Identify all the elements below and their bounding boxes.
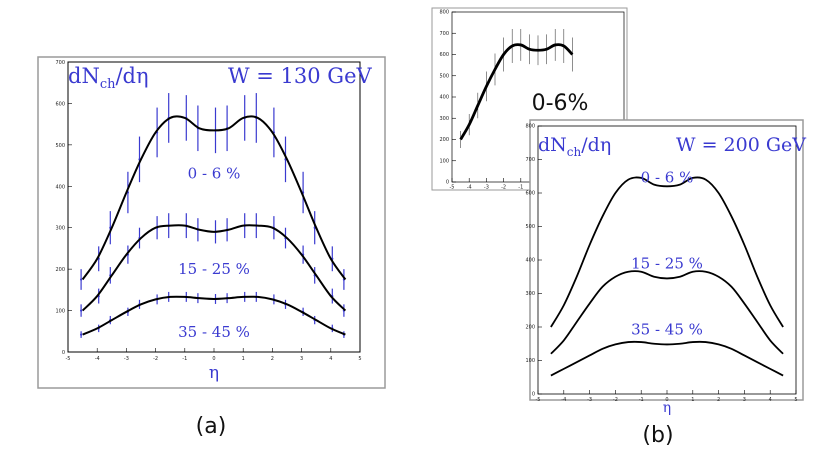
b-ytick-label: 700 <box>525 157 535 163</box>
a-xtick-label: -5 <box>66 356 71 362</box>
inset-xtick-label: -1 <box>518 185 523 191</box>
inset-ytick-label: 200 <box>439 137 449 143</box>
a-point-2 <box>80 333 83 336</box>
b-xtick-label: -1 <box>639 397 644 403</box>
panel-a-title-rest: /dη <box>115 64 148 88</box>
b-ytick-label: 300 <box>525 291 535 297</box>
a-ytick-label: 700 <box>55 60 65 66</box>
inset-xtick-label: -4 <box>467 185 472 191</box>
a-xtick-label: -3 <box>124 356 129 362</box>
b-xtick-label: 2 <box>717 397 720 403</box>
inset-ytick-label: 500 <box>439 73 449 79</box>
b-ytick-label: 600 <box>525 191 535 197</box>
a-xtick-label: -4 <box>95 356 100 362</box>
inset-xtick-label: -3 <box>484 185 489 191</box>
a-ytick-label: 200 <box>55 267 65 273</box>
panel-a-axes <box>67 61 361 353</box>
b-ytick-label: 500 <box>525 224 535 230</box>
a-ytick-label: 400 <box>55 184 65 190</box>
panel-a-frame <box>37 56 386 389</box>
b-ytick-label: 200 <box>525 325 535 331</box>
a-xtick-label: 2 <box>271 356 274 362</box>
panel-a-caption: (a) <box>196 414 227 439</box>
a-series-label-1: 15 - 25 % <box>178 260 250 278</box>
b-series-label-1: 15 - 25 % <box>631 254 703 272</box>
panel-b-xlabel: η <box>663 400 671 416</box>
inset-ytick-label: 400 <box>439 95 449 101</box>
b-xtick-label: 1 <box>691 397 694 403</box>
inset-ytick-label: 0 <box>446 180 449 186</box>
panel-b-title-right: W = 200 GeV <box>676 134 806 156</box>
a-curve-1 <box>81 224 347 312</box>
panel-a-title-sub: ch <box>100 77 116 92</box>
a-curve-0 <box>81 115 347 281</box>
b-series-label-0: 0 - 6 % <box>641 168 694 186</box>
a-xtick-label: 0 <box>212 356 215 362</box>
b-curve-2 <box>550 340 784 377</box>
a-point-0 <box>80 278 83 281</box>
a-ytick-label: 600 <box>55 101 65 107</box>
a-xtick-label: 1 <box>242 356 245 362</box>
inset-curve-0 <box>459 43 574 141</box>
panel-b-title-rest: /dη <box>581 134 611 156</box>
a-series-label-0: 0 - 6 % <box>188 164 241 182</box>
b-xtick-label: 0 <box>665 397 668 403</box>
inset-ytick-label: 300 <box>439 116 449 122</box>
a-ytick-label: 500 <box>55 143 65 149</box>
inset-xtick-label: -5 <box>450 185 455 191</box>
a-ytick-label: 0 <box>62 350 65 356</box>
b-curve-0 <box>550 176 784 328</box>
inset-ytick-label: 800 <box>439 10 449 16</box>
a-series-label-2: 35 - 45 % <box>178 323 250 341</box>
b-ytick-label: 800 <box>525 124 535 130</box>
panel-b-frame <box>529 119 804 401</box>
inset-ytick-label: 100 <box>439 158 449 164</box>
b-xtick-label: -4 <box>561 397 566 403</box>
a-xtick-label: -2 <box>153 356 158 362</box>
b-series-label-2: 35 - 45 % <box>631 320 703 338</box>
panel-a-title-right: W = 130 GeV <box>228 64 372 88</box>
b-curve-1 <box>550 270 784 355</box>
inset-xtick-label: -2 <box>501 185 506 191</box>
a-xtick-label: -1 <box>182 356 187 362</box>
a-xtick-label: 5 <box>358 356 361 362</box>
b-xtick-label: 4 <box>769 397 772 403</box>
b-ytick-label: 400 <box>525 258 535 264</box>
a-xtick-label: 4 <box>329 356 332 362</box>
b-xtick-label: 3 <box>743 397 746 403</box>
a-ytick-label: 100 <box>55 309 65 315</box>
panel-b-title-sub: ch <box>567 145 582 159</box>
b-ytick-label: 100 <box>525 358 535 364</box>
b-ytick-label: 0 <box>532 392 535 398</box>
a-ytick-label: 300 <box>55 226 65 232</box>
b-xtick-label: -5 <box>536 397 541 403</box>
panel-a-xlabel: η <box>209 363 219 383</box>
inset-label: 0-6% <box>532 91 589 116</box>
panel-b: -5 -4 -3 -2 -1 0 1 2 3 4 5 0 100 200 300 400 500 600 700 80… <box>525 119 806 448</box>
b-xtick-label: -3 <box>587 397 592 403</box>
panel-b-caption: (b) <box>642 423 673 448</box>
panel-a: -5 -4 -3 -2 -1 0 1 2 3 4 5 0 100 200 300 400 500 600 700 0… <box>37 56 386 439</box>
a-curve-2 <box>82 295 346 336</box>
a-xtick-label: 3 <box>300 356 303 362</box>
a-point-1 <box>80 309 83 312</box>
panel-a-title-left: dNch/dη <box>68 64 149 92</box>
inset-ytick-label: 700 <box>439 31 449 37</box>
b-xtick-label: 5 <box>794 397 797 403</box>
b-xtick-label: -2 <box>613 397 618 403</box>
inset-ytick-label: 600 <box>439 52 449 58</box>
